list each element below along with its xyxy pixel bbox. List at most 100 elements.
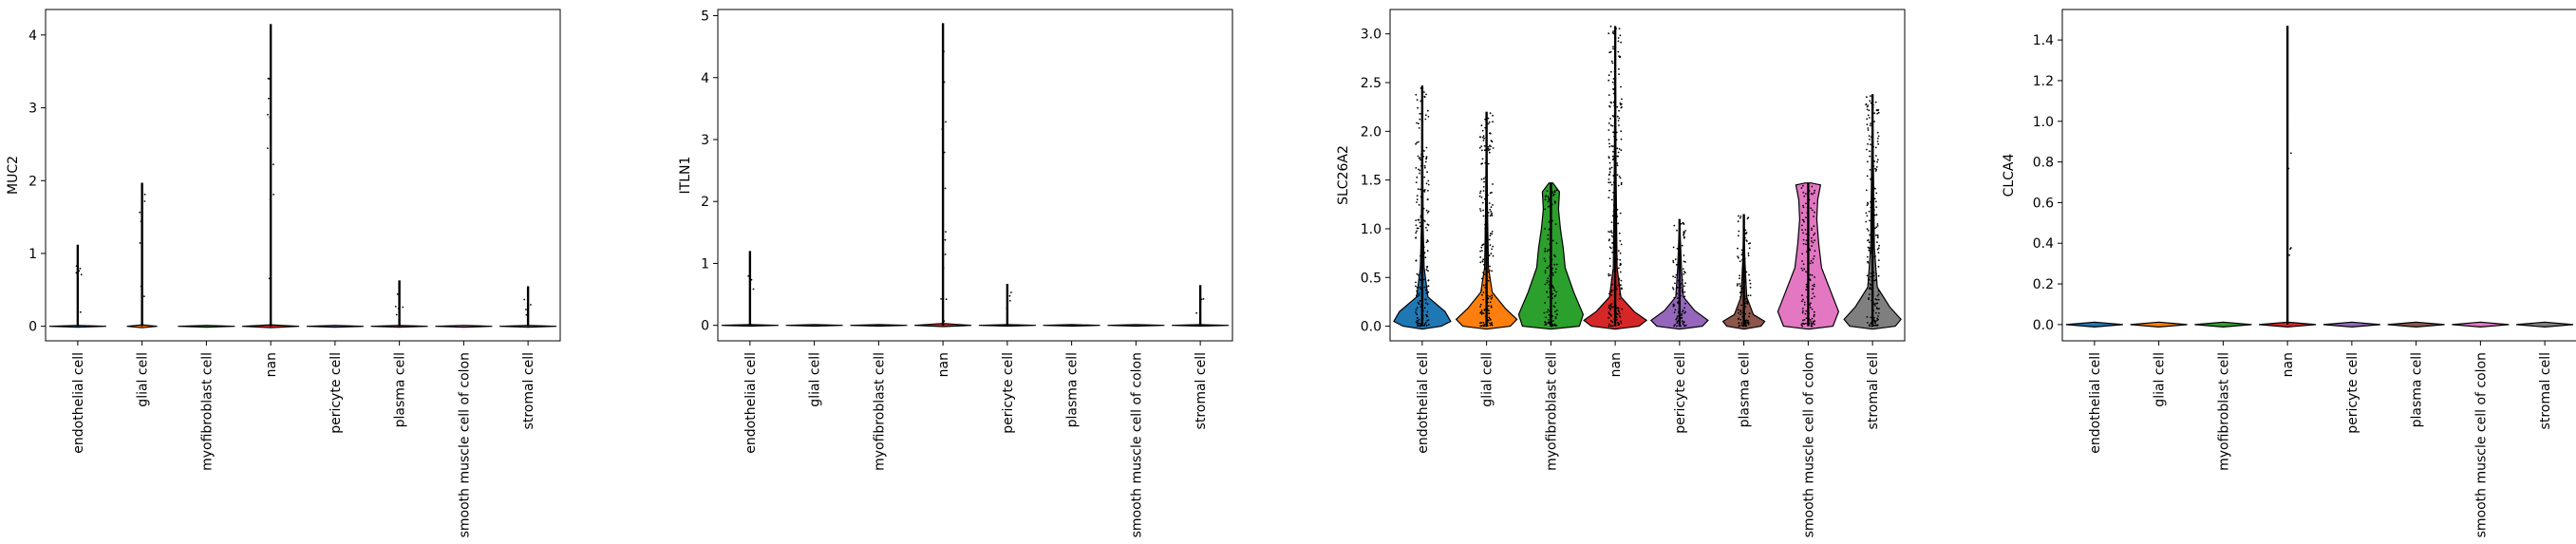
jitter-point <box>1867 255 1869 258</box>
panel-muc2: 0 1 2 3 4 MUC2 endothelial cell glial cell myofi… <box>6 9 561 537</box>
jitter-point <box>1873 214 1876 216</box>
jitter-point <box>1416 122 1418 124</box>
jitter-point <box>1199 314 1202 316</box>
jitter-point <box>1480 310 1483 311</box>
jitter-point <box>1740 288 1743 291</box>
jitter-point <box>1684 310 1686 313</box>
jitter-point <box>1805 317 1808 319</box>
jitter-point <box>1417 155 1420 158</box>
jitter-point <box>1491 322 1493 324</box>
jitter-point <box>1544 270 1547 272</box>
jitter-point <box>1426 212 1429 214</box>
x-tick-label: stromal cell <box>2538 352 2553 429</box>
jitter-point <box>1738 309 1739 311</box>
jitter-point <box>1614 164 1617 167</box>
jitter-point <box>1416 201 1418 203</box>
jitter-point <box>1608 197 1610 199</box>
jitter-point <box>1801 218 1804 221</box>
jitter-point <box>1554 310 1556 313</box>
jitter-point <box>1484 227 1487 230</box>
jitter-point <box>1420 275 1423 278</box>
jitter-point <box>1674 276 1677 278</box>
jitter-point <box>1683 233 1685 234</box>
jitter-point <box>1481 277 1483 280</box>
jitter-point <box>1683 272 1685 275</box>
jitter-point <box>1416 198 1419 201</box>
x-tick-label: nan <box>2281 352 2296 377</box>
jitter-point <box>270 31 272 33</box>
jitter-point <box>1485 232 1488 234</box>
jitter-point <box>1484 229 1487 232</box>
jitter-point <box>1608 142 1610 145</box>
x-tick-label: myofibroblast cell <box>2216 352 2231 471</box>
jitter-point <box>1420 199 1423 201</box>
jitter-point <box>1485 298 1488 300</box>
jitter-point <box>1492 183 1494 185</box>
jitter-point <box>1737 247 1739 250</box>
jitter-point <box>1866 215 1869 217</box>
jitter-point <box>1483 149 1486 152</box>
x-tick-label: plasma cell <box>1738 352 1753 427</box>
jitter-point <box>1416 313 1418 316</box>
jitter-point <box>943 81 946 84</box>
jitter-point <box>1548 198 1551 201</box>
jitter-point <box>1425 325 1428 327</box>
jitter-point <box>1684 261 1686 263</box>
jitter-point <box>1877 111 1880 114</box>
jitter-point <box>1615 139 1618 141</box>
jitter-point <box>943 151 946 154</box>
jitter-point <box>1803 220 1805 223</box>
jitter-point <box>1484 177 1487 178</box>
jitter-point <box>1877 252 1880 253</box>
jitter-point <box>1610 144 1613 147</box>
jitter-point <box>1621 308 1623 310</box>
jitter-point <box>1423 307 1426 310</box>
jitter-point <box>1739 283 1740 285</box>
jitter-point <box>1674 309 1677 311</box>
jitter-point <box>1420 216 1422 218</box>
jitter-point <box>1553 200 1556 203</box>
jitter-point <box>1609 325 1612 328</box>
jitter-point <box>1742 250 1744 253</box>
jitter-point <box>1743 322 1746 325</box>
jitter-point <box>1485 262 1488 265</box>
jitter-point <box>1421 314 1424 317</box>
jitter-point <box>1416 195 1419 197</box>
jitter-point <box>1486 301 1489 304</box>
jitter-point <box>1416 322 1419 324</box>
jitter-point <box>1420 210 1423 213</box>
jitter-point <box>1416 272 1419 275</box>
jitter-point <box>1549 316 1551 319</box>
jitter-point <box>1814 250 1816 253</box>
jitter-point <box>1551 325 1553 328</box>
jitter-point <box>1479 310 1482 313</box>
jitter-point <box>1613 224 1616 227</box>
jitter-point <box>1608 181 1610 184</box>
jitter-point <box>1807 311 1810 313</box>
jitter-point <box>1488 121 1491 123</box>
jitter-point <box>1672 304 1675 306</box>
jitter-point <box>1613 301 1616 303</box>
jitter-point <box>1876 294 1879 297</box>
jitter-point <box>1868 109 1871 112</box>
jitter-point <box>1612 158 1615 160</box>
jitter-point <box>1742 299 1745 302</box>
jitter-point <box>944 187 947 190</box>
jitter-point <box>1419 118 1421 121</box>
jitter-point <box>1417 317 1419 319</box>
jitter-point <box>1489 234 1492 237</box>
jitter-point <box>1547 322 1550 324</box>
jitter-point <box>1491 248 1493 251</box>
jitter-point <box>1869 117 1871 119</box>
jitter-point <box>1426 265 1429 268</box>
jitter-point <box>1487 147 1490 150</box>
jitter-point <box>1813 283 1815 286</box>
jitter-point <box>1867 322 1869 324</box>
jitter-point <box>143 295 145 297</box>
jitter-point <box>525 313 528 316</box>
violin-glial-cell <box>785 324 843 328</box>
jitter-point <box>1480 124 1483 127</box>
jitter-point <box>1875 206 1878 209</box>
jitter-point <box>1814 189 1816 192</box>
jitter-point <box>1748 312 1751 314</box>
